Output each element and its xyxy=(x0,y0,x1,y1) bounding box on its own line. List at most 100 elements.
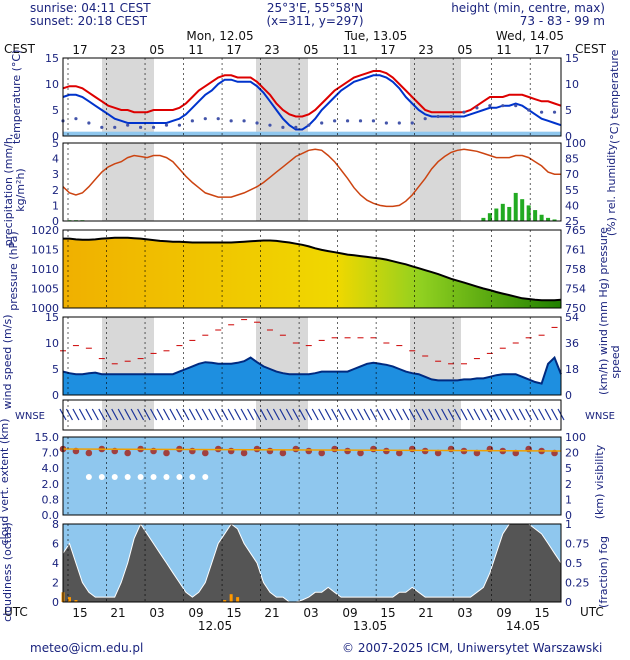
axis-tick-label: 1 xyxy=(565,518,572,531)
axis-tick-label: 761 xyxy=(565,244,586,257)
wind-speed-kmh-axis-label: (km/h) wind speed xyxy=(597,329,622,395)
panel-frame xyxy=(62,229,562,309)
wind-direction-arrow xyxy=(531,408,539,421)
cloud-top-dot xyxy=(318,449,326,457)
dew-point-dot xyxy=(126,123,130,127)
wind-direction-arrow xyxy=(72,408,80,421)
axis-tick-label: 5 xyxy=(52,363,59,376)
wind-direction-arrow xyxy=(434,408,442,421)
axis-tick-label: 5 xyxy=(565,104,572,117)
axis-tick-label: 750 xyxy=(565,302,586,315)
dew-point-dot xyxy=(397,121,401,125)
wind-direction-arrow xyxy=(447,408,455,421)
cloud-top-dot xyxy=(189,447,196,455)
precip-bar xyxy=(481,217,486,221)
precip-bar xyxy=(552,219,557,221)
dew-point-dot xyxy=(333,119,337,123)
axis-tick-label: 1020 xyxy=(31,224,59,237)
axis-tick-label: 0 xyxy=(52,130,59,143)
dew-point-dot xyxy=(475,106,479,110)
hour-label-top: 05 xyxy=(149,43,164,57)
axis-tick-label: 5 xyxy=(565,462,572,475)
cloud-top-dot xyxy=(266,447,274,455)
axis-tick-label: 1000 xyxy=(31,302,59,315)
axis-tick-label: 1010 xyxy=(31,263,59,276)
axis-tick-label: 40 xyxy=(565,199,579,212)
hour-label-top: 11 xyxy=(496,43,511,57)
visibility-axis-label: (km) visibility xyxy=(593,444,606,520)
wind-direction-arrow xyxy=(298,408,306,421)
panel-frame xyxy=(62,399,562,431)
panel-frame xyxy=(62,436,562,516)
fog-bar xyxy=(223,600,227,602)
wind-direction-arrow xyxy=(369,408,377,421)
dew-point-dot xyxy=(320,121,324,125)
cloud-top-dot xyxy=(434,449,442,457)
hour-label-top: 23 xyxy=(418,43,433,57)
fog-bar xyxy=(74,600,78,602)
cloudiness-axis-label: cloudiness (octas) xyxy=(1,522,14,622)
dew-point-dot xyxy=(255,121,259,125)
precip-bar xyxy=(513,192,518,221)
wind-direction-arrow xyxy=(234,408,242,421)
cloud-top-dot xyxy=(124,449,131,457)
cloud-top-dot xyxy=(292,445,300,453)
axis-tick-label: 0 xyxy=(565,389,572,402)
wind-direction-arrow xyxy=(311,408,319,421)
wind-direction-arrow xyxy=(402,408,410,421)
hour-label-bottom: 15 xyxy=(226,606,241,620)
dew-point-dot xyxy=(539,110,544,114)
humidity-line xyxy=(62,148,561,208)
dew-point-dot xyxy=(139,125,143,129)
cloud-top-dot xyxy=(357,449,364,457)
contact-email[interactable]: meteo@icm.edu.pl xyxy=(30,641,144,655)
axis-tick-label: 10 xyxy=(45,78,59,91)
cloud-top-dot xyxy=(370,445,377,453)
hour-label-bottom: 15 xyxy=(380,606,395,620)
wind-direction-arrow xyxy=(65,408,73,421)
night-band xyxy=(256,58,308,136)
axis-tick-label: 15 xyxy=(45,52,59,65)
dew-point-dot xyxy=(552,110,557,114)
cloud-top-dot xyxy=(344,447,351,455)
axis-tick-label: 36 xyxy=(565,337,579,350)
axis-tick-label: 758 xyxy=(565,263,586,276)
wind-direction-arrow xyxy=(162,408,171,421)
hour-label-top: 23 xyxy=(110,43,125,57)
axis-tick-label: 0 xyxy=(565,509,572,522)
cloudiness-area xyxy=(63,524,561,602)
wind-direction-arrow xyxy=(551,408,559,421)
hour-label-bottom: 21 xyxy=(110,606,125,620)
hour-label-top: 11 xyxy=(188,43,203,57)
hour-label-top: 17 xyxy=(72,43,87,57)
cest-label-left: CEST xyxy=(4,42,35,56)
dew-point-dot xyxy=(177,123,182,127)
axis-tick-label: 2.0 xyxy=(42,478,60,491)
day-label-top: Tue, 13.05 xyxy=(344,29,408,43)
dew-point-dot xyxy=(203,117,207,121)
axis-tick-label: 1 xyxy=(565,493,572,506)
wind-direction-arrow xyxy=(389,408,397,421)
wind-direction-arrow xyxy=(214,408,222,421)
precip-bar xyxy=(533,210,538,221)
dew-point-dot xyxy=(229,119,233,123)
dew-point-dot xyxy=(74,117,78,121)
wind-direction-arrow xyxy=(85,408,93,421)
sunset-text: sunset: 20:18 CEST xyxy=(30,14,147,28)
precip-bar xyxy=(520,199,525,221)
axis-tick-label: 15.0 xyxy=(35,431,60,444)
night-band xyxy=(410,143,461,221)
wind-direction-arrow xyxy=(460,408,468,421)
cloud-top-dot xyxy=(240,449,248,457)
wind-direction-arrow xyxy=(421,408,429,421)
dew-point-dot xyxy=(242,119,246,123)
hour-label-bottom: 15 xyxy=(534,606,549,620)
dew-point-dot xyxy=(268,123,272,127)
axis-tick-label: 754 xyxy=(565,283,586,296)
wind-direction-arrow xyxy=(505,408,513,421)
panel-frame xyxy=(62,523,562,603)
wind-direction-arrow xyxy=(130,408,138,421)
hour-label-top: 11 xyxy=(342,43,357,57)
cloud-top-dot xyxy=(305,447,313,455)
wind-direction-arrow xyxy=(486,408,494,421)
